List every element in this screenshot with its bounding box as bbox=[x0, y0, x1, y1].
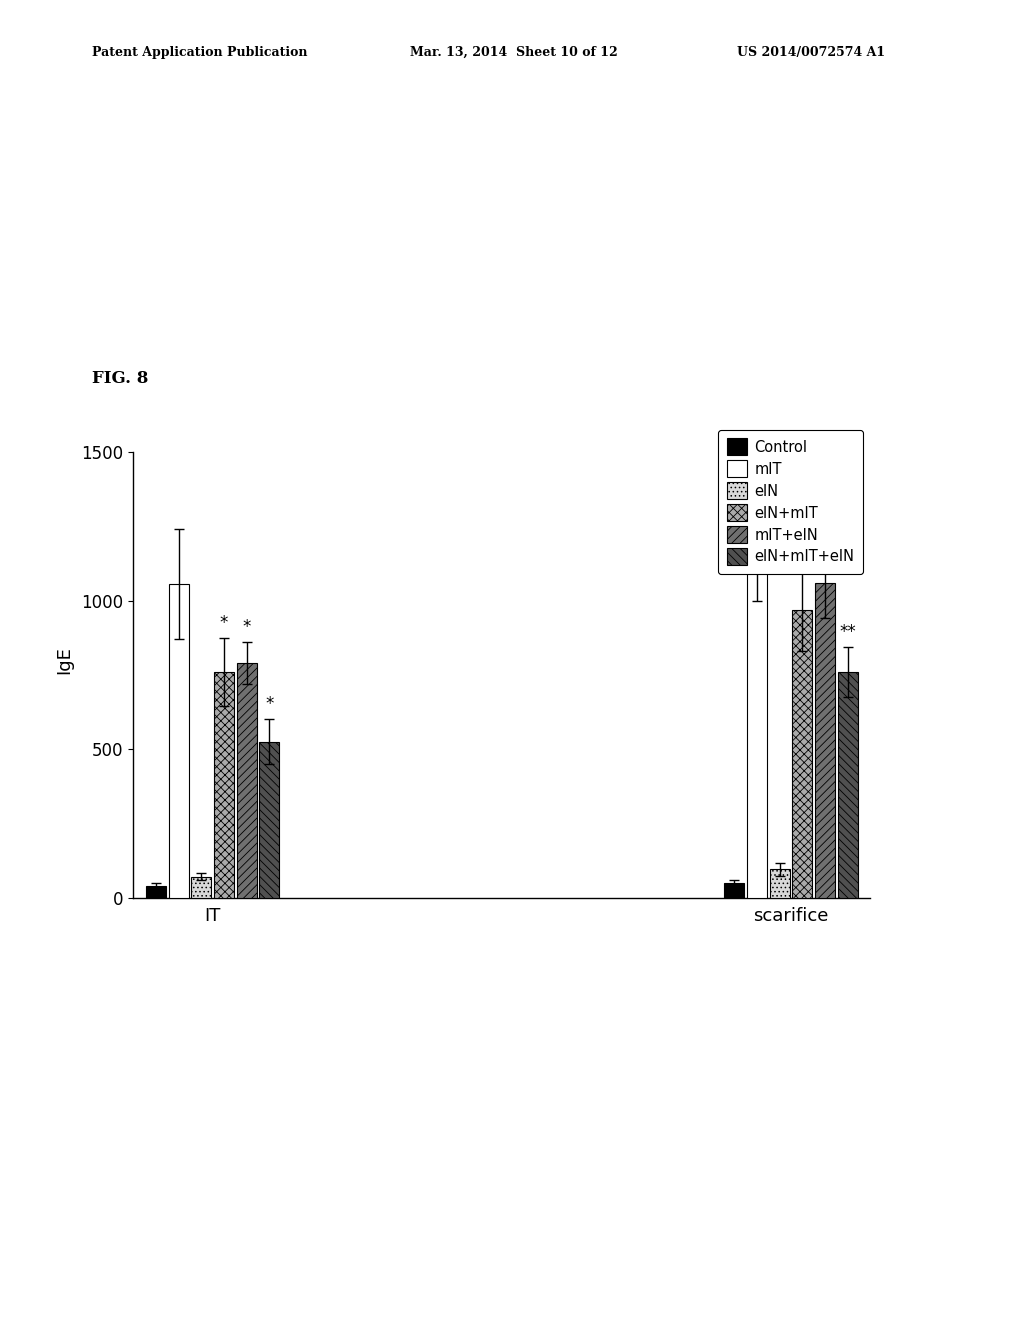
Text: *: * bbox=[265, 696, 273, 713]
Bar bbox=[259, 742, 280, 898]
Legend: Control, mIT, eIN, eIN+mIT, mIT+eIN, eIN+mIT+eIN: Control, mIT, eIN, eIN+mIT, mIT+eIN, eIN… bbox=[718, 430, 863, 574]
Bar bbox=[769, 870, 790, 898]
Bar bbox=[815, 583, 835, 898]
Bar bbox=[237, 663, 257, 898]
Text: US 2014/0072574 A1: US 2014/0072574 A1 bbox=[737, 46, 886, 59]
Text: **: ** bbox=[840, 623, 856, 640]
Text: Patent Application Publication: Patent Application Publication bbox=[92, 46, 307, 59]
Y-axis label: IgE: IgE bbox=[55, 645, 73, 675]
Text: *: * bbox=[243, 618, 251, 636]
Bar bbox=[746, 565, 767, 898]
Bar bbox=[724, 883, 744, 898]
Text: FIG. 8: FIG. 8 bbox=[92, 370, 148, 387]
Bar bbox=[169, 585, 188, 898]
Bar bbox=[145, 886, 166, 898]
Bar bbox=[191, 876, 211, 898]
Text: *: * bbox=[220, 614, 228, 632]
Bar bbox=[838, 672, 858, 898]
Bar bbox=[214, 672, 234, 898]
Text: Mar. 13, 2014  Sheet 10 of 12: Mar. 13, 2014 Sheet 10 of 12 bbox=[410, 46, 617, 59]
Bar bbox=[793, 610, 812, 898]
